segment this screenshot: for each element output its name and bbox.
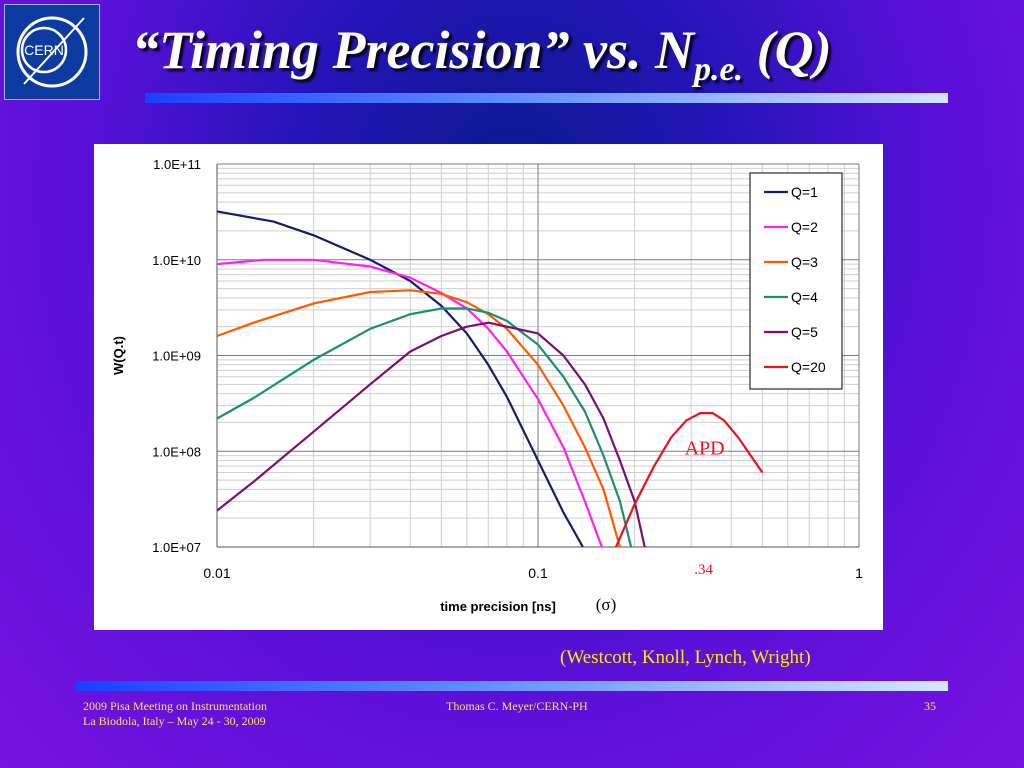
chart-panel: 0.01 0.1 1 1.0E+07 1.0E+08 1.0E+09 1.0E+10 1.0E…	[94, 144, 883, 630]
y-tick-label: 1.0E+07	[152, 540, 201, 555]
footer-author: Thomas C. Meyer/CERN-PH	[446, 699, 588, 713]
legend-label: Q=1	[791, 184, 818, 200]
y-axis-title: W(Q.t)	[111, 336, 126, 375]
slide-title: “Timing Precision” vs. Np.e. (Q)	[132, 10, 1012, 90]
series-line	[614, 412, 764, 547]
footer-rule	[76, 681, 948, 691]
legend-label: Q=4	[791, 289, 818, 305]
x-tick-label: 1	[855, 565, 863, 581]
chart: 0.01 0.1 1 1.0E+07 1.0E+08 1.0E+09 1.0E+10 1.0E…	[111, 157, 863, 614]
series-line	[217, 321, 646, 547]
legend-label: Q=20	[791, 359, 826, 375]
footer-left: 2009 Pisa Meeting on Instrumentation La …	[83, 699, 267, 729]
legend-label: Q=3	[791, 254, 818, 270]
citation: (Westcott, Knoll, Lynch, Wright)	[560, 647, 811, 668]
series-line	[217, 307, 633, 547]
title-underline	[145, 93, 948, 103]
page-number: 35	[924, 699, 936, 713]
y-tick-label: 1.0E+08	[152, 444, 201, 459]
logo-text: CERN	[24, 42, 64, 58]
annotation-sigma: (σ)	[596, 595, 617, 614]
y-tick-label: 1.0E+10	[152, 253, 201, 268]
footer-conference: 2009 Pisa Meeting on Instrumentation	[83, 699, 267, 713]
legend-box	[749, 172, 843, 390]
title-tail: (Q)	[743, 20, 832, 80]
annotation-apd: APD	[685, 437, 725, 459]
x-tick-label: 0.01	[203, 565, 230, 581]
y-tick-label: 1.0E+11	[153, 157, 201, 172]
legend-label: Q=5	[791, 324, 818, 340]
series-line	[217, 289, 621, 547]
x-axis-title: time precision [ns]	[440, 599, 556, 614]
y-tick-label: 1.0E+09	[152, 349, 201, 364]
legend-label: Q=2	[791, 219, 818, 235]
series-line	[217, 258, 603, 547]
x-tick-label: 0.1	[528, 565, 548, 581]
series-line	[217, 210, 584, 547]
title-main: “Timing Precision” vs. N	[132, 20, 694, 80]
footer-location: La Biodola, Italy – May 24 - 30, 2009	[83, 714, 266, 728]
annotation-value: .34	[694, 562, 713, 578]
cern-logo: CERN	[4, 4, 100, 100]
title-subscript: p.e.	[694, 51, 744, 88]
